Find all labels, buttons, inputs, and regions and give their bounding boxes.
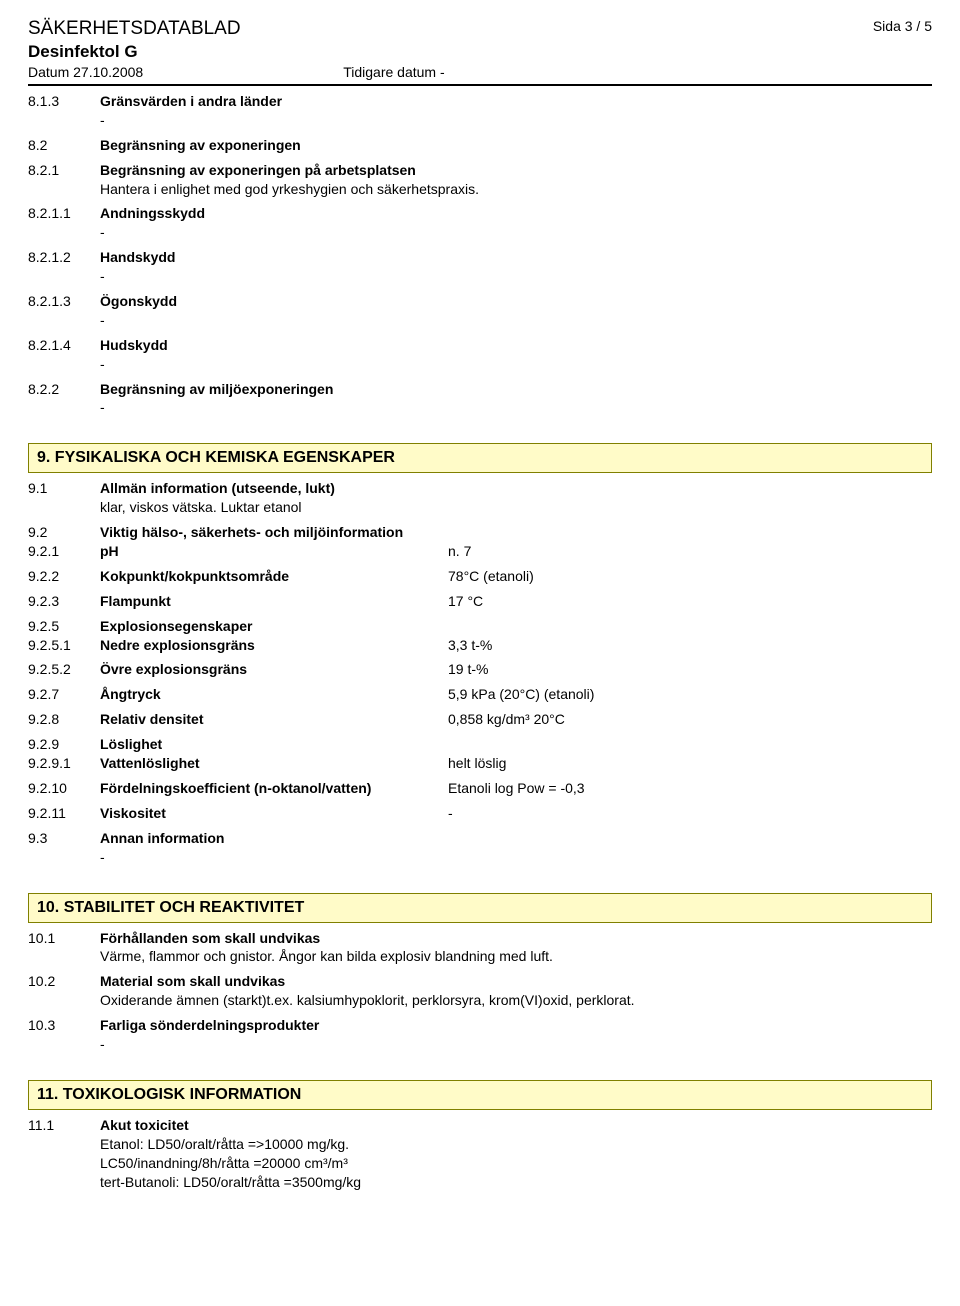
item-label: Viskositet — [100, 804, 448, 823]
item-label: Akut toxicitet — [100, 1116, 932, 1135]
item-label: Explosionsegenskaper — [100, 617, 448, 636]
item-label: Allmän information (utseende, lukt) — [100, 479, 448, 498]
item-label: Vattenlöslighet — [100, 754, 448, 773]
section-10-heading: 10. STABILITET OCH REAKTIVITET — [28, 893, 932, 923]
item-dash: - — [100, 267, 932, 286]
item-num: 9.2.5.1 — [28, 636, 100, 655]
item-num: 9.2.5 — [28, 617, 100, 636]
item-label: Relativ densitet — [100, 710, 448, 729]
item-num: 9.1 — [28, 479, 100, 498]
item-num: 9.2.1 — [28, 542, 100, 561]
item-value: - — [448, 804, 932, 823]
item-dash: - — [100, 111, 932, 130]
doc-title: SÄKERHETSDATABLAD — [28, 18, 932, 40]
item-num: 8.2.1.3 — [28, 292, 100, 311]
item-num: 9.2.9.1 — [28, 754, 100, 773]
item-label: Begränsning av exponeringen på arbetspla… — [100, 161, 932, 180]
item-dash: - — [100, 398, 932, 417]
item-num: 9.2.3 — [28, 592, 100, 611]
item-num: 8.2.1.2 — [28, 248, 100, 267]
item-num: 9.2.2 — [28, 567, 100, 586]
item-num: 9.2.7 — [28, 685, 100, 704]
item-num: 8.2.1 — [28, 161, 100, 180]
item-num: 8.1.3 — [28, 92, 100, 111]
item-value: 5,9 kPa (20°C) (etanoli) — [448, 685, 932, 704]
item-label: Ångtryck — [100, 685, 448, 704]
item-label: Fördelningskoefficient (n-oktanol/vatten… — [100, 779, 448, 798]
item-label: Övre explosionsgräns — [100, 660, 448, 679]
item-value: 3,3 t-% — [448, 636, 932, 655]
previous-date: Tidigare datum - — [343, 64, 444, 80]
item-dash: - — [100, 355, 932, 374]
item-dash: - — [100, 311, 932, 330]
item-body: klar, viskos vätska. Luktar etanol — [100, 498, 932, 517]
item-num: 9.2 — [28, 523, 100, 542]
item-num: 8.2.1.4 — [28, 336, 100, 355]
item-value: 78°C (etanoli) — [448, 567, 932, 586]
item-value: 0,858 kg/dm³ 20°C — [448, 710, 932, 729]
item-num: 11.1 — [28, 1116, 100, 1135]
item-num: 9.3 — [28, 829, 100, 848]
item-label: Ögonskydd — [100, 292, 448, 311]
header-rule — [28, 84, 932, 86]
item-label: Material som skall undvikas — [100, 972, 932, 991]
item-label: pH — [100, 542, 448, 561]
item-label: Flampunkt — [100, 592, 448, 611]
item-label: Viktig hälso-, säkerhets- och miljöinfor… — [100, 523, 932, 542]
page: Sida 3 / 5 SÄKERHETSDATABLAD Desinfektol… — [0, 0, 960, 1306]
item-body: Hantera i enlighet med god yrkeshygien o… — [100, 180, 932, 199]
item-num: 8.2 — [28, 136, 100, 155]
page-number: Sida 3 / 5 — [873, 18, 932, 34]
item-value: n. 7 — [448, 542, 932, 561]
item-label: Kokpunkt/kokpunktsområde — [100, 567, 448, 586]
item-label: Nedre explosionsgräns — [100, 636, 448, 655]
item-body: LC50/inandning/8h/råtta =20000 cm³/m³ — [100, 1154, 932, 1173]
item-dash: - — [100, 848, 932, 867]
item-num: 8.2.2 — [28, 380, 100, 399]
item-value: 17 °C — [448, 592, 932, 611]
item-dash: - — [100, 223, 932, 242]
item-label: Handskydd — [100, 248, 448, 267]
item-label: Andningsskydd — [100, 204, 448, 223]
item-value: 19 t-% — [448, 660, 932, 679]
item-value: Etanoli log Pow = -0,3 — [448, 779, 932, 798]
item-num: 9.2.9 — [28, 735, 100, 754]
section-9-heading: 9. FYSIKALISKA OCH KEMISKA EGENSKAPER — [28, 443, 932, 473]
item-label: Förhållanden som skall undvikas — [100, 929, 932, 948]
item-num: 10.1 — [28, 929, 100, 948]
date: Datum 27.10.2008 — [28, 64, 143, 80]
item-num: 10.3 — [28, 1016, 100, 1035]
item-body: tert-Butanoli: LD50/oralt/råtta =3500mg/… — [100, 1173, 932, 1192]
item-value: helt löslig — [448, 754, 932, 773]
product-name: Desinfektol G — [28, 42, 932, 62]
item-label: Gränsvärden i andra länder — [100, 92, 448, 111]
item-body: Värme, flammor och gnistor. Ångor kan bi… — [100, 947, 932, 966]
item-label: Annan information — [100, 829, 448, 848]
item-num: 9.2.5.2 — [28, 660, 100, 679]
item-dash: - — [100, 1035, 932, 1054]
item-num: 8.2.1.1 — [28, 204, 100, 223]
item-label: Löslighet — [100, 735, 448, 754]
item-label: Begränsning av exponeringen — [100, 136, 448, 155]
item-body: Oxiderande ämnen (starkt)t.ex. kalsiumhy… — [100, 991, 932, 1010]
item-label: Hudskydd — [100, 336, 448, 355]
item-num: 10.2 — [28, 972, 100, 991]
item-body: Etanol: LD50/oralt/råtta =>10000 mg/kg. — [100, 1135, 932, 1154]
section-11-heading: 11. TOXIKOLOGISK INFORMATION — [28, 1080, 932, 1110]
item-label: Farliga sönderdelningsprodukter — [100, 1016, 932, 1035]
item-num: 9.2.11 — [28, 804, 100, 823]
item-num: 9.2.8 — [28, 710, 100, 729]
item-num: 9.2.10 — [28, 779, 100, 798]
item-label: Begränsning av miljöexponeringen — [100, 380, 448, 399]
